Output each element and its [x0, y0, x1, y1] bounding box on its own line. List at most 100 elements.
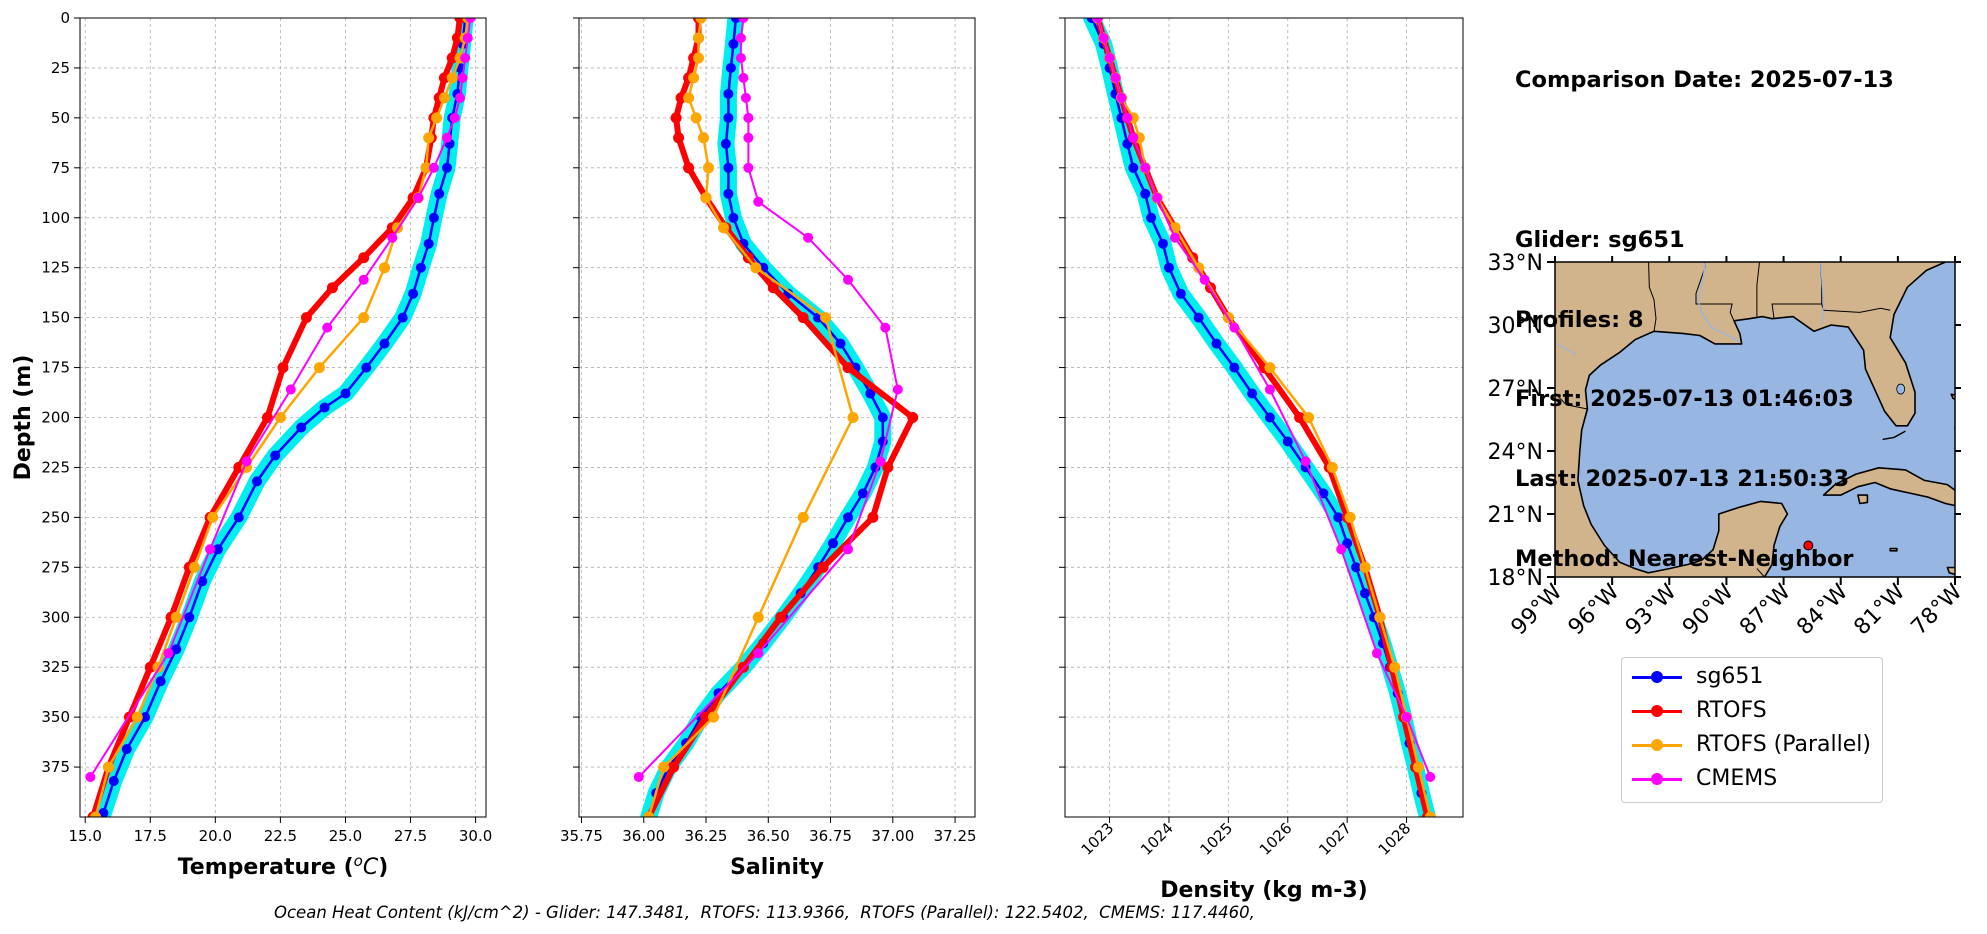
- data-point-sg651: [233, 512, 244, 523]
- data-point-cmems: [1092, 18, 1103, 23]
- data-point-sg651: [730, 18, 741, 23]
- data-point-rtofs-parallel-: [274, 412, 286, 423]
- data-point-rtofs: [233, 461, 245, 473]
- y-tick-label: 200: [41, 409, 70, 427]
- data-point-rtofs: [358, 252, 370, 264]
- data-point-cmems: [465, 18, 476, 23]
- x-tick-label: 1023: [1078, 819, 1118, 859]
- y-tick-label: 100: [41, 209, 70, 227]
- data-point-rtofs: [1294, 412, 1306, 423]
- data-point-sg651: [270, 450, 281, 461]
- data-point-rtofs: [300, 312, 312, 324]
- y-tick-label: 275: [41, 558, 70, 576]
- last-time: Last: 2025-07-13 21:50:33: [1515, 466, 1850, 493]
- data-point-rtofs-parallel-: [313, 362, 325, 374]
- data-point-rtofs: [817, 561, 829, 573]
- river-texas: [1555, 342, 1577, 355]
- x-tick-label: 25.0: [329, 827, 362, 845]
- data-point-sg651: [857, 488, 868, 499]
- florida-keys: [1882, 430, 1906, 441]
- legend-label: RTOFS (Parallel): [1696, 732, 1871, 757]
- data-point-sg651: [184, 612, 195, 623]
- legend-marker: [1651, 773, 1663, 785]
- data-point-rtofs: [842, 362, 854, 374]
- data-point-rtofs-parallel-: [90, 811, 102, 817]
- x-tick-label: 36.00: [622, 827, 665, 845]
- legend-label: sg651: [1696, 664, 1764, 689]
- x-tick-label: 1028: [1375, 819, 1415, 859]
- data-point-cmems: [413, 192, 424, 203]
- x-tick-label: 20.0: [199, 827, 232, 845]
- x-axis-label: Salinity: [730, 855, 824, 880]
- data-point-sg651: [1164, 262, 1174, 273]
- x-tick-label: 35.75: [560, 827, 603, 845]
- data-point-rtofs-parallel-: [683, 92, 695, 104]
- x-tick-label: 1026: [1256, 819, 1296, 859]
- data-point-cmems: [743, 112, 754, 123]
- data-point-sg651: [379, 338, 390, 349]
- data-point-cmems: [1116, 92, 1127, 103]
- data-point-sg651: [121, 744, 132, 755]
- data-point-sg651: [296, 422, 307, 433]
- data-point-cmems: [1371, 648, 1382, 659]
- land-isle-of-youth: [1857, 494, 1869, 505]
- data-point-sg651: [212, 544, 223, 555]
- data-point-sg651: [1264, 412, 1275, 423]
- data-point-cmems: [892, 384, 903, 395]
- legend-item-rtofs: RTOFS: [1622, 696, 1882, 726]
- legend-label: RTOFS: [1696, 698, 1767, 723]
- data-point-cmems: [1425, 772, 1436, 782]
- data-point-rtofs-parallel-: [708, 711, 719, 723]
- data-point-sg651: [197, 576, 208, 587]
- y-tick-label: 175: [41, 359, 70, 377]
- x-tick-label: 36.75: [809, 827, 852, 845]
- border-us-mx: [1555, 392, 1588, 410]
- data-point-cmems: [428, 162, 439, 173]
- land-cayman: [1889, 547, 1898, 552]
- data-point-rtofs: [683, 162, 695, 174]
- data-point-cmems: [1122, 112, 1133, 123]
- data-point-rtofs-parallel-: [170, 611, 182, 623]
- data-point-cmems: [285, 384, 296, 395]
- data-point-rtofs-parallel-: [446, 72, 458, 84]
- data-point-rtofs-parallel-: [1374, 611, 1386, 623]
- data-point-sg651: [1193, 312, 1204, 323]
- y-tick-label: 375: [41, 758, 70, 776]
- data-point-cmems: [205, 544, 216, 555]
- y-tick-label: 300: [41, 608, 70, 626]
- y-tick-label: 350: [41, 708, 70, 726]
- data-point-sg651: [408, 288, 419, 299]
- data-point-rtofs: [867, 511, 879, 523]
- map-lat-label: 21°N: [1488, 503, 1543, 528]
- data-point-rtofs-parallel-: [847, 412, 859, 423]
- data-point-cmems: [880, 322, 891, 333]
- data-point-rtofs-parallel-: [358, 312, 370, 324]
- data-point-rtofs-parallel-: [207, 511, 219, 523]
- data-point-sg651: [340, 388, 351, 399]
- data-point-rtofs: [907, 412, 919, 423]
- data-point-sg651: [725, 62, 736, 73]
- data-point-rtofs: [775, 611, 787, 623]
- plot-area: [1083, 18, 1436, 817]
- data-point-rtofs-parallel-: [703, 162, 714, 174]
- data-point-sg651: [1247, 388, 1258, 399]
- data-point-sg651: [728, 39, 739, 49]
- data-point-sg651: [835, 338, 846, 349]
- river-apalachicola: [1819, 262, 1825, 326]
- data-point-rtofs-parallel-: [643, 811, 655, 817]
- data-point-rtofs-parallel-: [423, 132, 435, 144]
- panel-1: 15.0 17.5 20.0 22.5 25.0 27.5 30.0 0 25 50 75 100 12…: [11, 9, 492, 880]
- plot-area: [633, 18, 919, 817]
- data-point-rtofs-parallel-: [690, 112, 702, 124]
- data-point-rtofs: [451, 32, 463, 44]
- glider-name: Glider: sg651: [1515, 226, 1685, 253]
- data-point-rtofs-parallel-: [718, 222, 729, 234]
- data-point-rtofs: [673, 132, 685, 144]
- data-point-sg651: [843, 512, 853, 523]
- x-tick-label: 30.0: [459, 827, 492, 845]
- data-point-rtofs: [882, 461, 894, 473]
- data-point-rtofs-parallel-: [695, 18, 707, 24]
- data-point-rtofs-parallel-: [103, 761, 115, 773]
- data-point-sg651: [1158, 238, 1168, 249]
- data-point-rtofs: [277, 362, 289, 374]
